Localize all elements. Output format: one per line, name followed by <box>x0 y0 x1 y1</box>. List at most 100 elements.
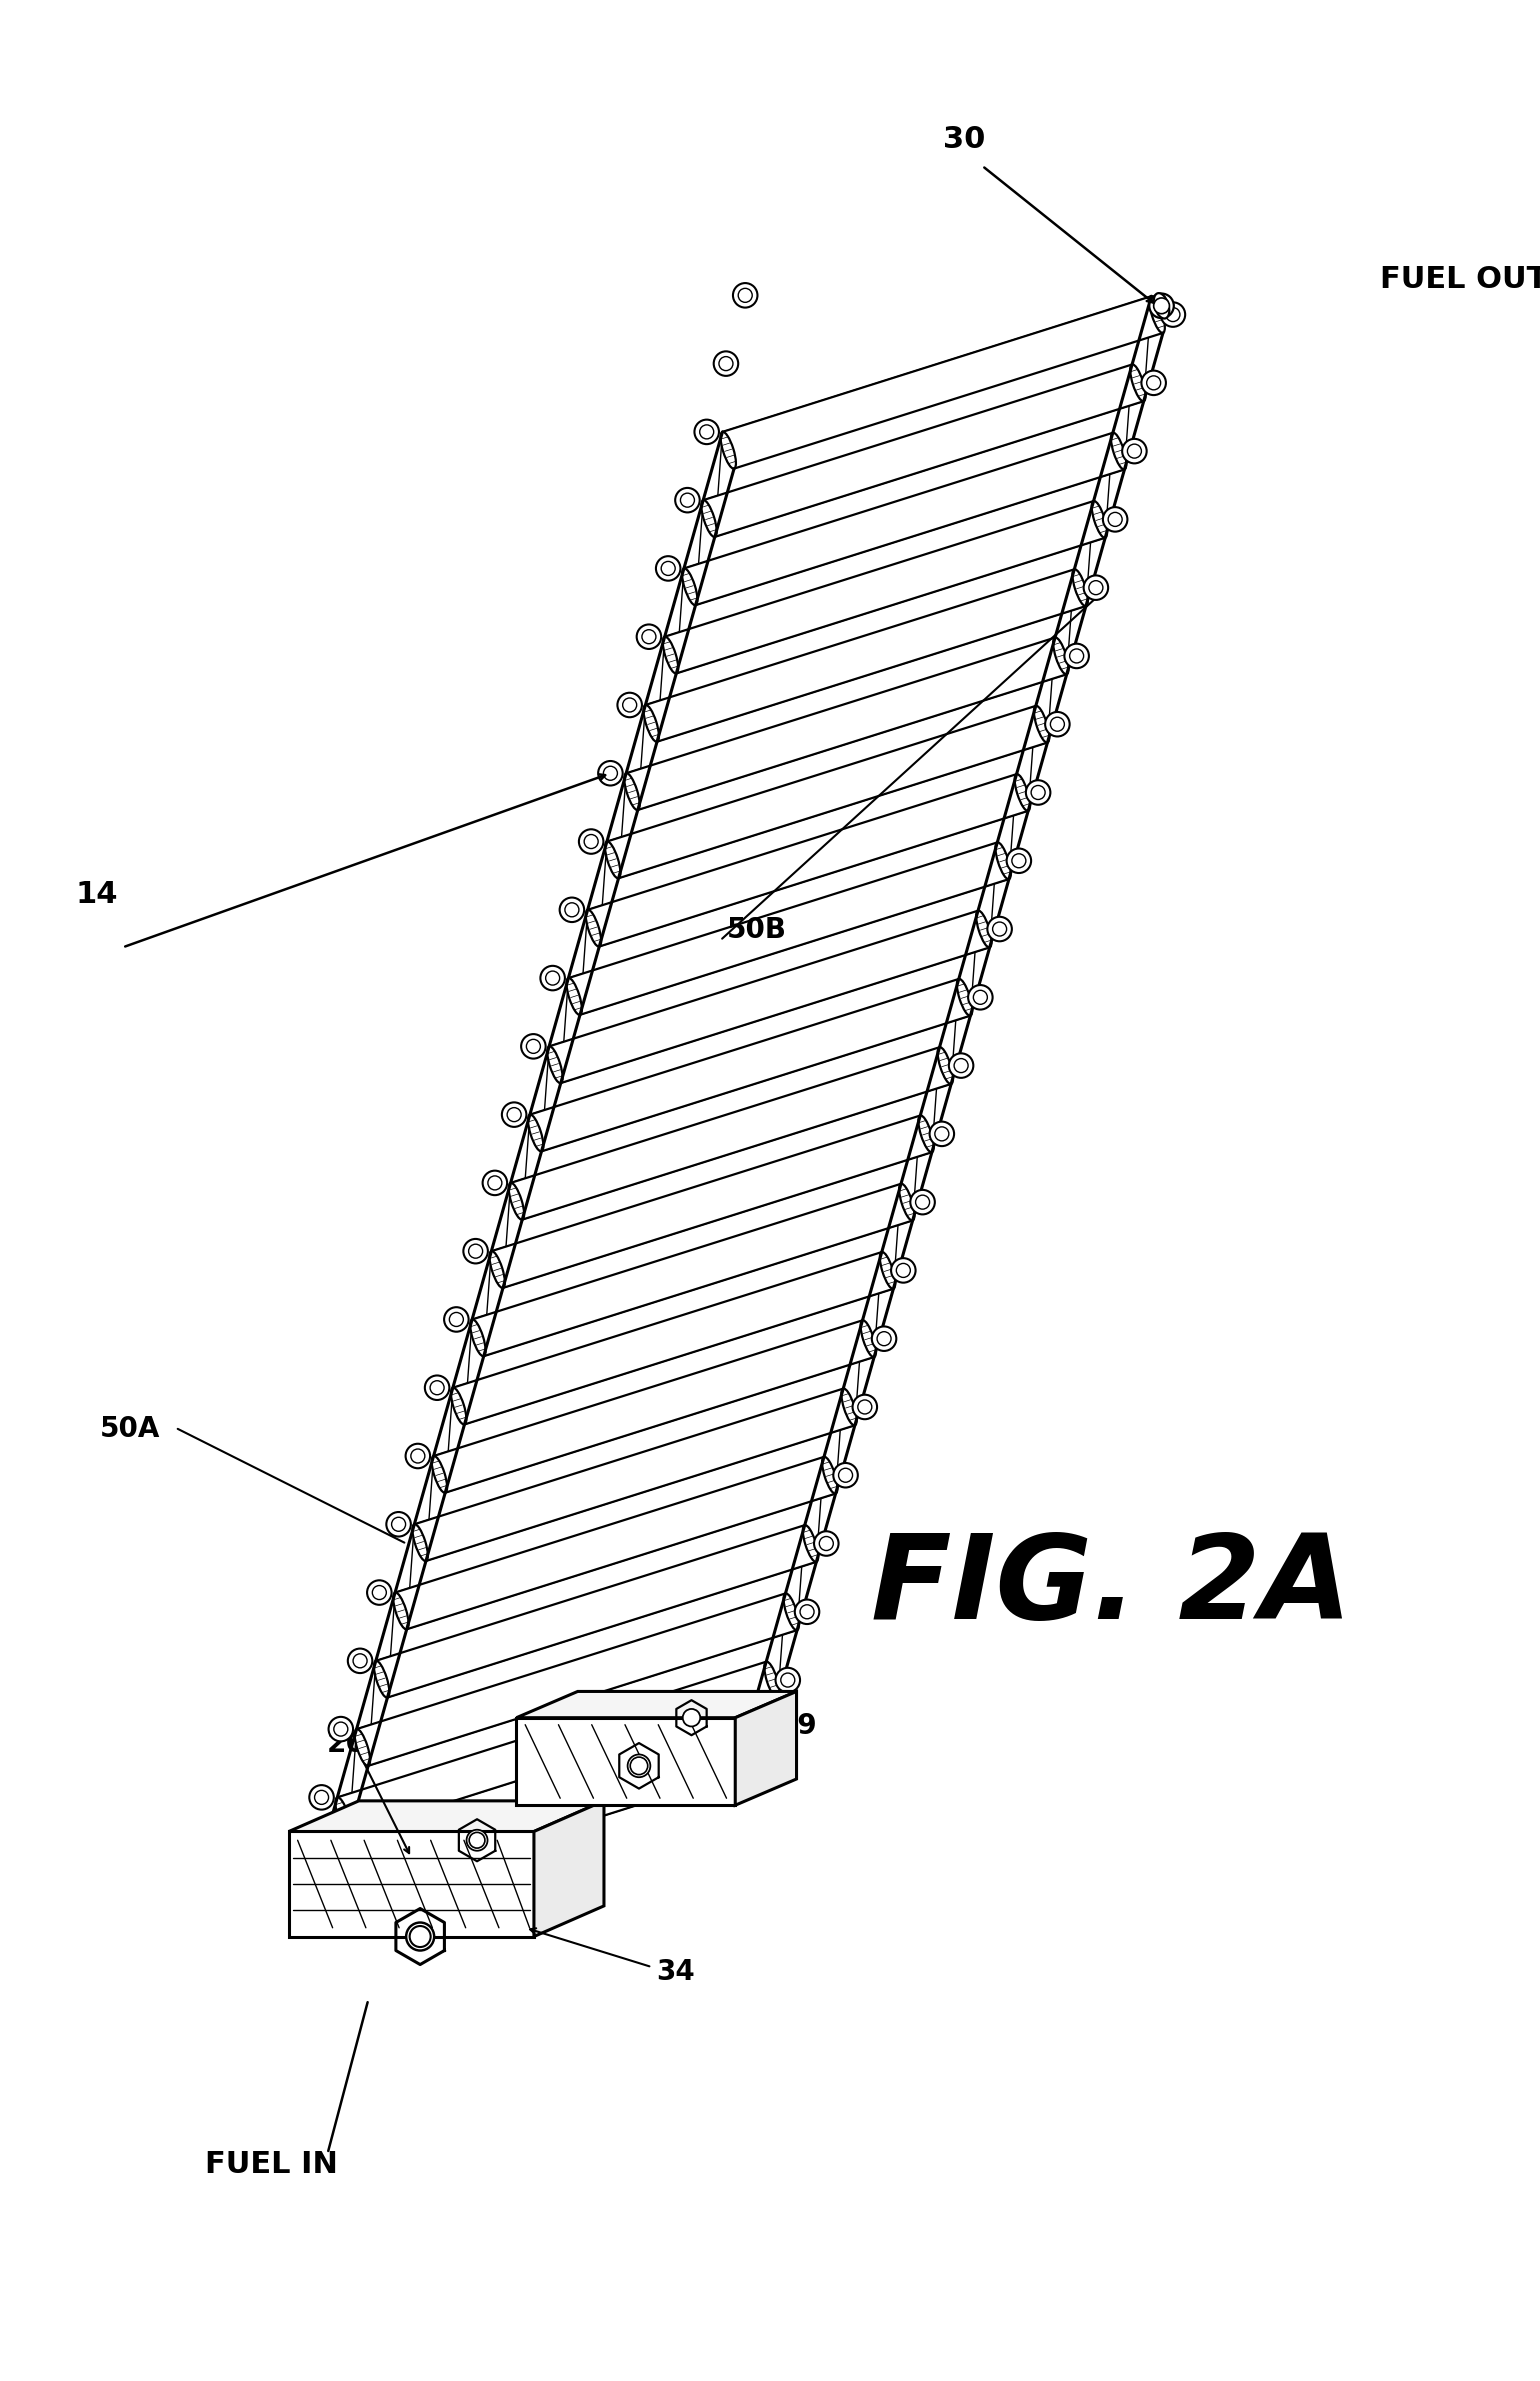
Ellipse shape <box>910 1190 935 1214</box>
Ellipse shape <box>527 1040 541 1052</box>
Polygon shape <box>427 1321 862 1562</box>
Polygon shape <box>735 1691 796 1805</box>
Ellipse shape <box>605 840 621 879</box>
Polygon shape <box>665 500 1106 674</box>
Ellipse shape <box>1046 712 1070 736</box>
Ellipse shape <box>618 693 642 717</box>
Polygon shape <box>715 295 1152 536</box>
Text: 14: 14 <box>75 881 117 910</box>
Ellipse shape <box>1032 786 1046 800</box>
Polygon shape <box>599 705 1036 948</box>
Ellipse shape <box>393 1593 408 1629</box>
Ellipse shape <box>1050 717 1064 731</box>
Ellipse shape <box>995 843 1010 879</box>
Ellipse shape <box>450 1312 464 1326</box>
Ellipse shape <box>642 629 656 643</box>
Ellipse shape <box>656 557 681 581</box>
Polygon shape <box>357 1593 798 1767</box>
Ellipse shape <box>488 1176 502 1190</box>
Ellipse shape <box>1084 576 1109 600</box>
Ellipse shape <box>411 1450 425 1462</box>
Ellipse shape <box>833 1462 858 1488</box>
Ellipse shape <box>541 967 565 990</box>
Ellipse shape <box>1015 774 1030 812</box>
Ellipse shape <box>528 1114 544 1152</box>
Polygon shape <box>434 1321 875 1493</box>
Ellipse shape <box>567 979 582 1014</box>
Ellipse shape <box>413 1524 428 1562</box>
Ellipse shape <box>738 288 752 302</box>
Ellipse shape <box>565 902 579 917</box>
Ellipse shape <box>969 986 993 1010</box>
Ellipse shape <box>916 1195 930 1210</box>
Text: 30: 30 <box>944 126 986 155</box>
Polygon shape <box>396 1457 836 1629</box>
Ellipse shape <box>878 1331 892 1345</box>
Polygon shape <box>676 433 1113 674</box>
Ellipse shape <box>756 1736 781 1760</box>
Polygon shape <box>658 500 1093 743</box>
Ellipse shape <box>781 1674 795 1688</box>
Ellipse shape <box>451 1388 467 1424</box>
Ellipse shape <box>892 1257 916 1283</box>
Ellipse shape <box>935 1126 949 1140</box>
Ellipse shape <box>1064 643 1089 669</box>
Ellipse shape <box>930 1121 955 1145</box>
Ellipse shape <box>1109 512 1123 526</box>
Polygon shape <box>484 1117 921 1357</box>
Ellipse shape <box>490 1250 505 1288</box>
Ellipse shape <box>547 1045 562 1083</box>
Ellipse shape <box>468 1245 482 1257</box>
Ellipse shape <box>713 352 738 376</box>
Polygon shape <box>319 1731 759 1902</box>
Ellipse shape <box>391 1517 405 1531</box>
Ellipse shape <box>467 1829 488 1850</box>
Polygon shape <box>581 774 1016 1014</box>
Polygon shape <box>722 295 1163 469</box>
Ellipse shape <box>1127 445 1141 457</box>
Ellipse shape <box>695 419 719 445</box>
Text: 34: 34 <box>656 1957 695 1986</box>
Ellipse shape <box>387 1512 411 1536</box>
Ellipse shape <box>628 1755 650 1776</box>
Ellipse shape <box>464 1238 488 1264</box>
Ellipse shape <box>545 971 559 986</box>
Ellipse shape <box>470 1319 485 1357</box>
Ellipse shape <box>681 493 695 507</box>
Ellipse shape <box>1123 438 1147 464</box>
Ellipse shape <box>508 1183 524 1219</box>
Ellipse shape <box>367 1581 391 1605</box>
Ellipse shape <box>1153 293 1169 319</box>
Ellipse shape <box>1092 500 1107 538</box>
Ellipse shape <box>1161 302 1186 326</box>
Ellipse shape <box>314 1791 328 1805</box>
Text: 50A: 50A <box>100 1414 160 1443</box>
Ellipse shape <box>1033 705 1049 743</box>
Ellipse shape <box>405 1443 430 1469</box>
Ellipse shape <box>701 500 716 538</box>
Ellipse shape <box>721 431 736 469</box>
Polygon shape <box>561 843 998 1083</box>
Ellipse shape <box>1149 295 1164 333</box>
Text: 50B: 50B <box>727 917 787 943</box>
Ellipse shape <box>470 1833 485 1848</box>
Ellipse shape <box>502 1102 527 1126</box>
Ellipse shape <box>938 1048 953 1083</box>
Ellipse shape <box>598 762 622 786</box>
Polygon shape <box>330 1662 767 1902</box>
Ellipse shape <box>955 1060 969 1071</box>
Polygon shape <box>704 364 1144 536</box>
Polygon shape <box>550 910 990 1083</box>
Ellipse shape <box>644 705 659 743</box>
Ellipse shape <box>1110 433 1126 469</box>
Ellipse shape <box>956 979 972 1017</box>
Polygon shape <box>465 1183 901 1424</box>
Polygon shape <box>350 1593 785 1833</box>
Ellipse shape <box>899 1183 915 1221</box>
Ellipse shape <box>1103 507 1127 531</box>
Ellipse shape <box>987 917 1012 940</box>
Ellipse shape <box>682 1710 701 1726</box>
Ellipse shape <box>482 1171 507 1195</box>
Ellipse shape <box>579 829 604 855</box>
Polygon shape <box>388 1457 824 1698</box>
